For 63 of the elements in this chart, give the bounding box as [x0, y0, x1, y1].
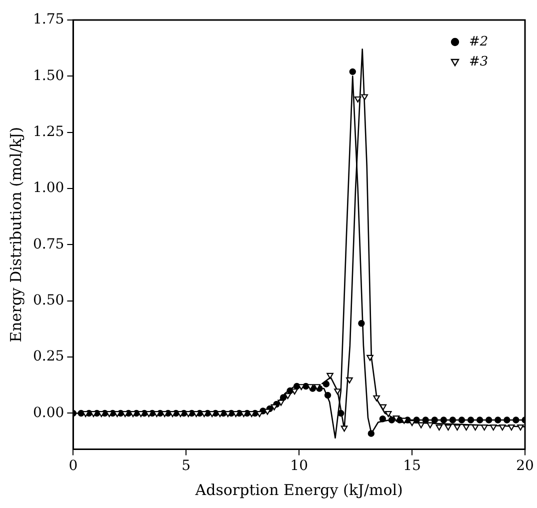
y-tick-label: 1.75: [33, 12, 64, 28]
legend-label: #2: [469, 34, 488, 50]
point: [494, 416, 502, 424]
point: [388, 416, 396, 424]
point: [440, 416, 448, 424]
point: [486, 416, 492, 424]
point: [462, 424, 470, 431]
point: [324, 392, 332, 399]
point: [476, 416, 484, 424]
point: [480, 424, 488, 431]
point: [418, 422, 424, 428]
point: [444, 424, 452, 431]
point: [368, 430, 375, 437]
x-tick-label: 0: [68, 458, 78, 474]
point: [512, 416, 520, 424]
point: [314, 384, 321, 390]
y-tick-label: 1.00: [33, 180, 64, 196]
point: [349, 68, 356, 76]
point: [499, 424, 506, 431]
point: [431, 416, 438, 424]
point: [467, 416, 474, 424]
point: [392, 416, 400, 422]
x-tick-label: 20: [516, 458, 534, 474]
legend-label: #3: [469, 54, 488, 70]
point: [504, 416, 510, 424]
point: [379, 416, 386, 422]
point: [490, 424, 497, 431]
point: [454, 424, 461, 431]
point: [340, 426, 348, 432]
point: [334, 388, 341, 395]
point: [384, 411, 392, 418]
y-tick-label: 0.25: [33, 348, 64, 365]
y-tick-label: 0.50: [33, 292, 64, 309]
point: [354, 96, 362, 102]
point: [436, 424, 443, 431]
y-axis-title: Energy Distribution (mol/kJ): [6, 126, 25, 342]
point: [322, 380, 330, 388]
point: [366, 354, 374, 361]
point: [358, 320, 365, 327]
point: [472, 424, 479, 431]
point: [338, 410, 344, 417]
point: [278, 400, 284, 406]
point: [284, 393, 292, 400]
point: [449, 416, 456, 424]
point: [517, 424, 524, 431]
point: [380, 404, 387, 410]
y-tick-label: 1.50: [33, 68, 64, 84]
x-tick-label: 15: [403, 458, 421, 474]
point: [326, 372, 334, 379]
point: [426, 422, 434, 428]
point: [346, 377, 353, 384]
x-axis-title: Adsorption Energy (kJ/mol): [194, 480, 403, 499]
point: [361, 94, 368, 100]
point: [280, 394, 287, 401]
y-tick-label: 0.75: [33, 236, 64, 252]
point: [458, 416, 466, 424]
y-tick-label: 0.00: [33, 404, 64, 421]
y-tick-label: 1.25: [33, 124, 64, 140]
point: [373, 395, 380, 402]
point: [422, 416, 429, 424]
x-tick-label: 10: [290, 458, 308, 474]
x-tick-label: 5: [182, 458, 191, 474]
point: [508, 424, 515, 431]
